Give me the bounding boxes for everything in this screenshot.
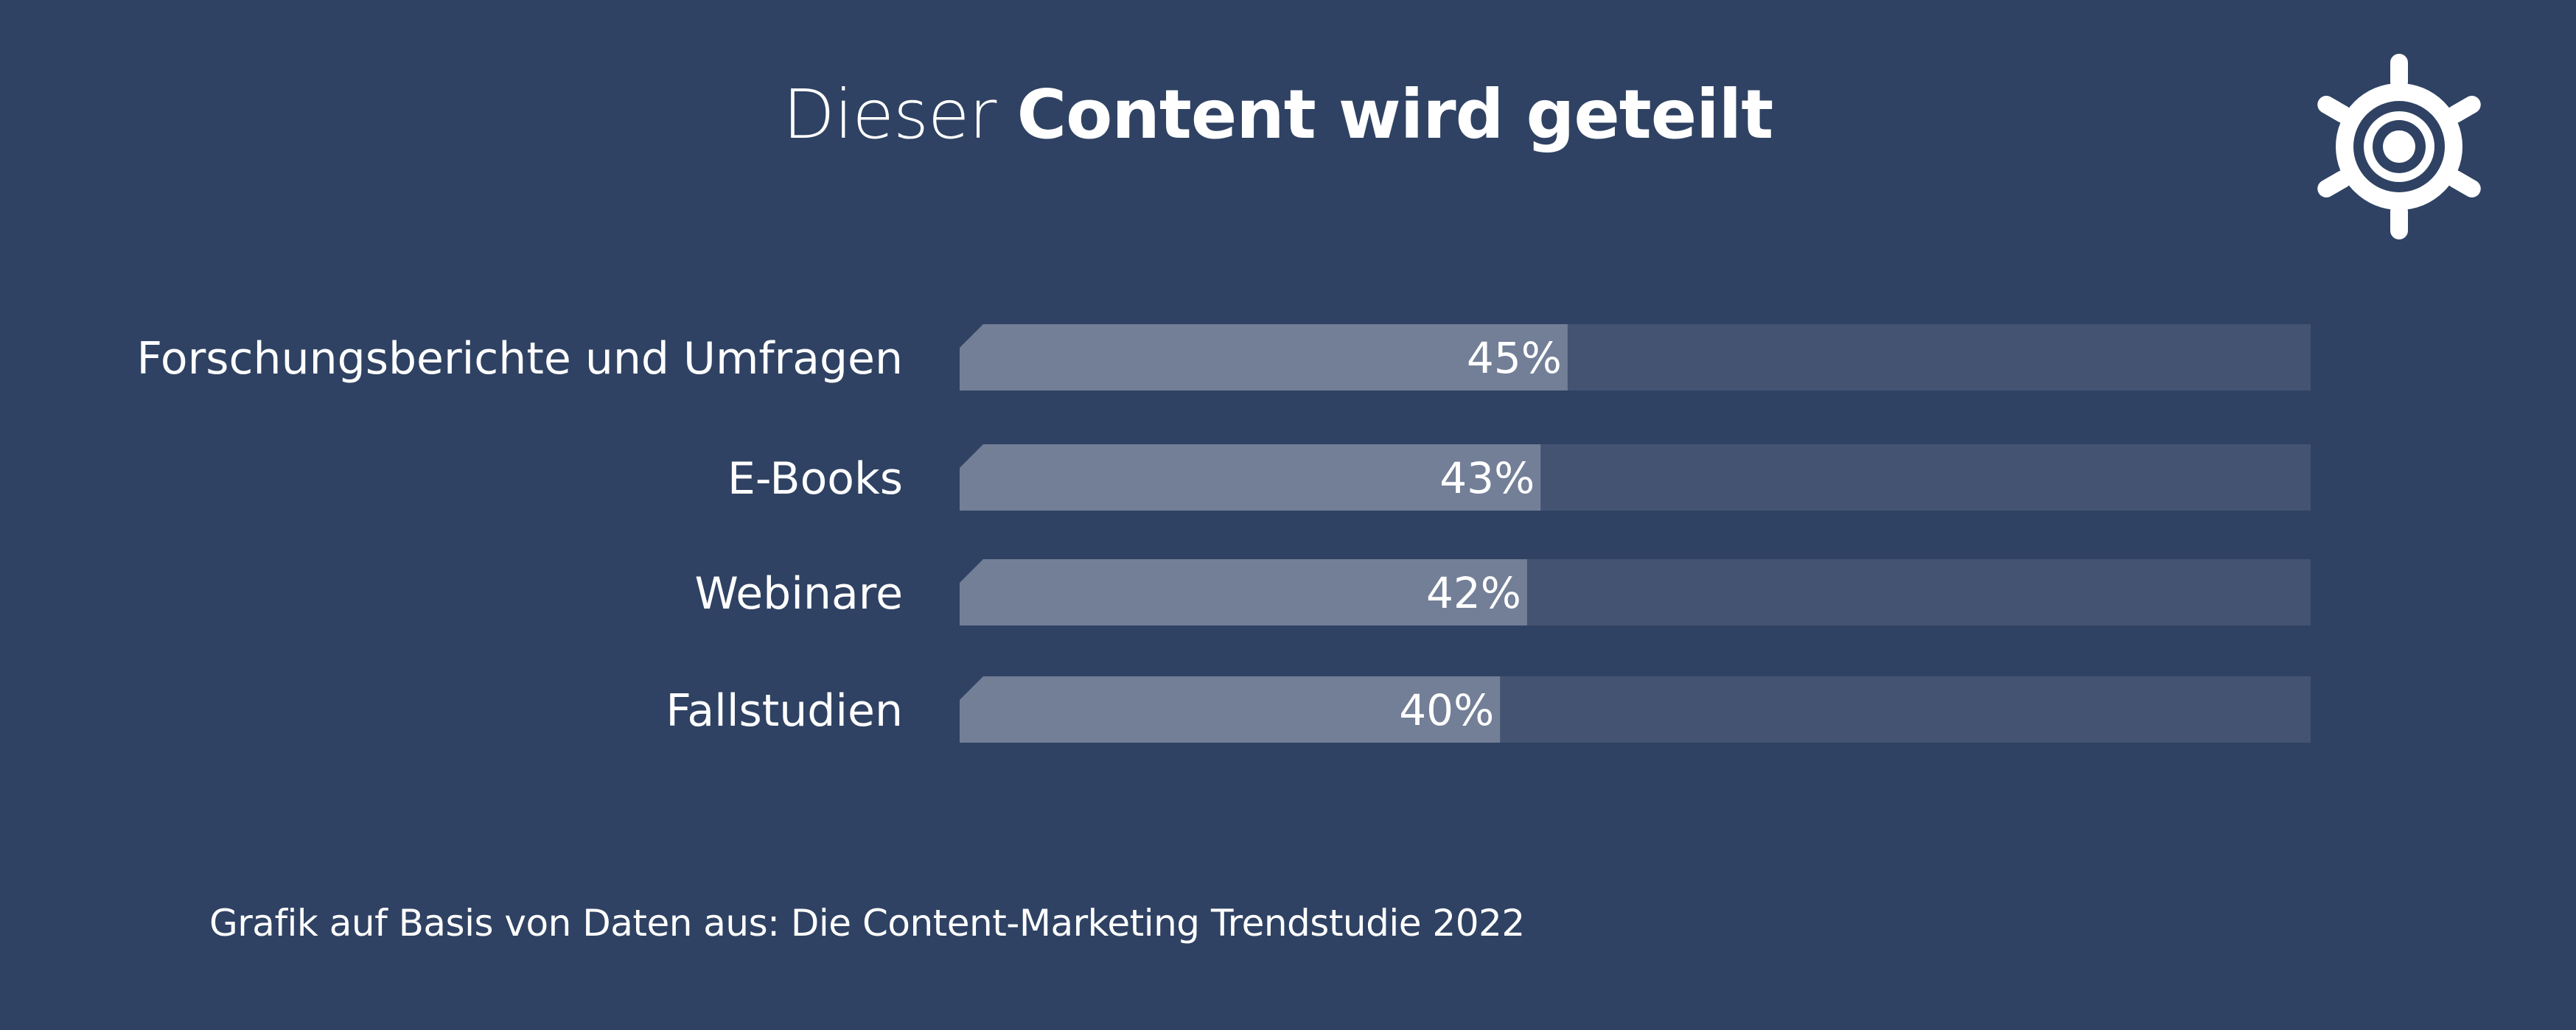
ship-wheel-icon [2317, 54, 2481, 239]
value-label: 43% [1439, 453, 1535, 503]
chart-title-bold: Content wird geteilt [1016, 75, 1774, 154]
bar [960, 676, 1501, 743]
category-label: Forschungsberichte und Umfragen [137, 333, 903, 385]
bar [960, 324, 1568, 390]
value-label: 42% [1426, 568, 1521, 618]
category-label: Fallstudien [666, 685, 903, 737]
source-note: Grafik auf Basis von Daten aus: Die Cont… [209, 902, 1525, 945]
category-label: Webinare [694, 568, 903, 620]
value-label: 40% [1399, 685, 1494, 735]
category-label: E-Books [727, 453, 903, 505]
value-label: 45% [1467, 333, 1562, 383]
chart-title: Dieser Content wird geteilt [783, 71, 1773, 159]
bar [960, 559, 1527, 626]
chart-title-light: Dieser [783, 75, 996, 154]
bar [960, 444, 1541, 511]
